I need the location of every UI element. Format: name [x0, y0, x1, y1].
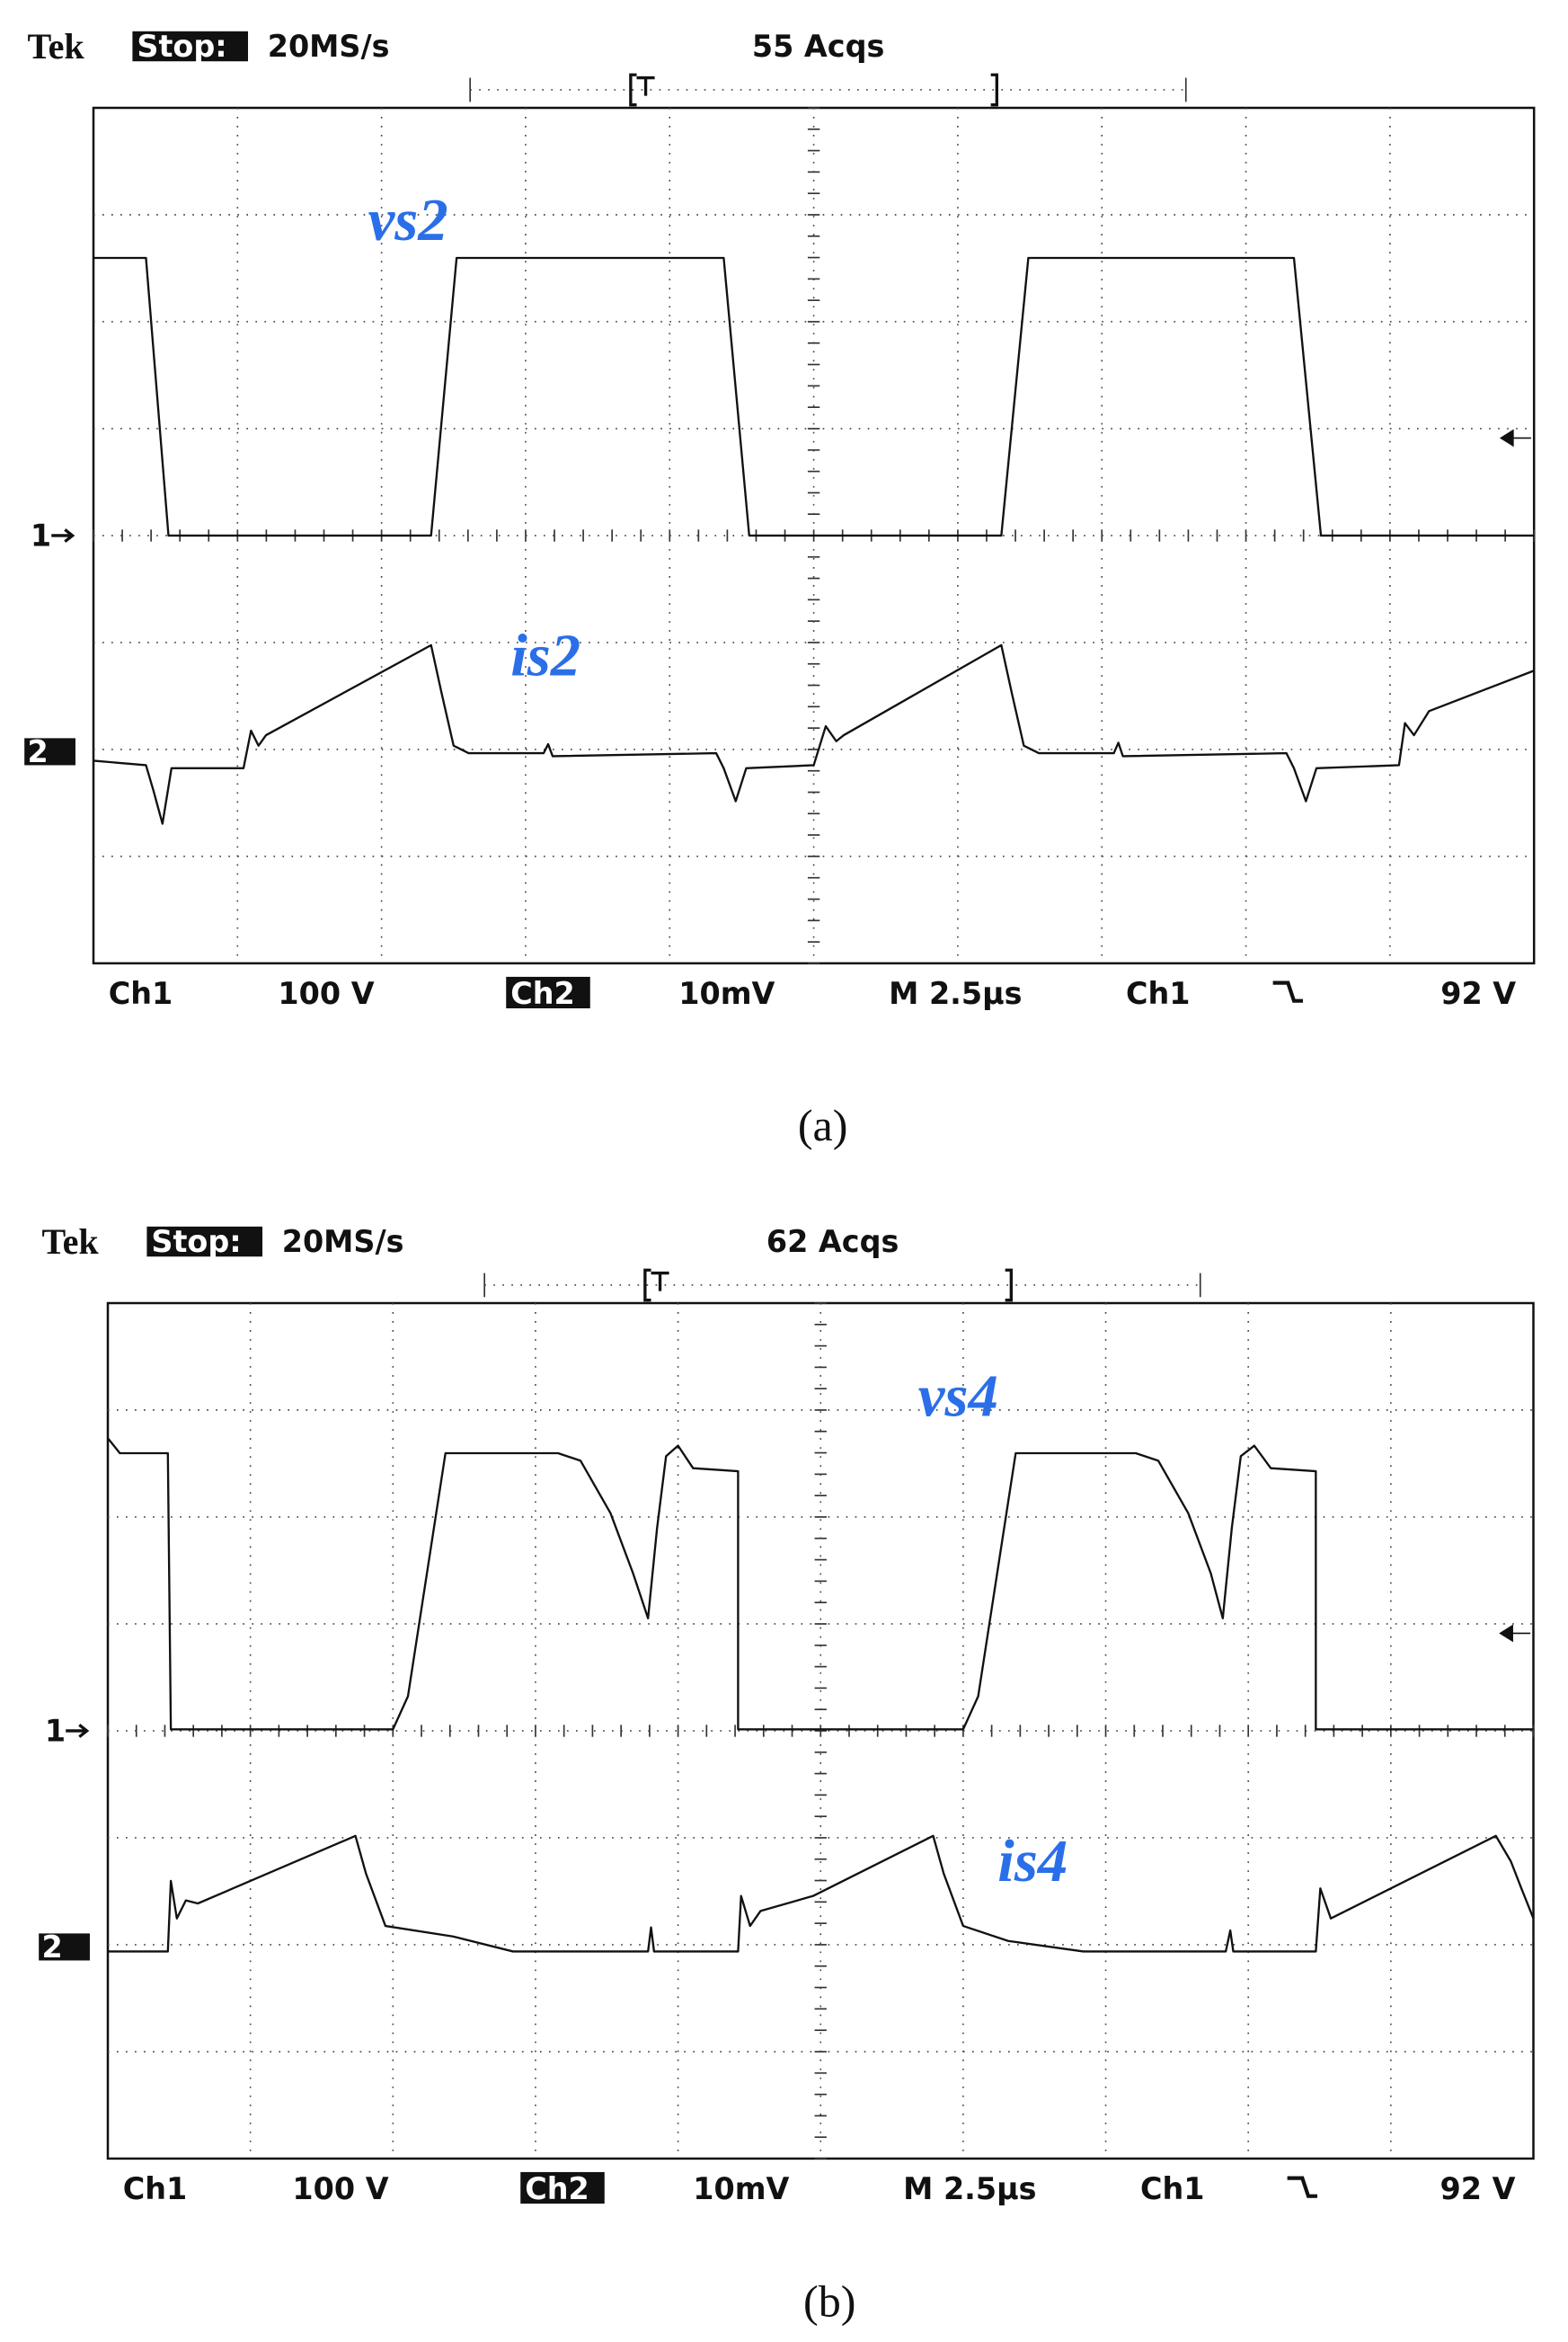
footer-ch2-box [520, 2171, 605, 2204]
slope-icon [1272, 980, 1304, 1003]
status-box [132, 31, 249, 62]
trigger-window [629, 73, 999, 107]
footer-trigger-level: 92 V [1440, 976, 1516, 1011]
ch1-marker: 1 [45, 1714, 66, 1749]
slope-icon [1287, 2176, 1318, 2198]
trace-label: is4 [997, 1828, 1067, 1894]
status: Stop: [137, 29, 226, 64]
trace-label: is2 [510, 622, 580, 688]
sample-rate: 20MS/s [268, 29, 390, 64]
ch1-marker: 1 [31, 519, 51, 554]
ch1-arrow [66, 1723, 90, 1738]
caption: (b) [803, 2275, 855, 2326]
acquisitions: 55 Acqs [752, 29, 885, 64]
panel-a: Tek Stop: 20MS/s 55 Acqs 1 2 vs2 is2 Ch1 100 V Ch2… [24, 26, 1536, 1150]
trigger-arrow [1499, 1624, 1531, 1643]
footer-ch2-scale: 10mV [678, 976, 775, 1011]
status-box [146, 1226, 263, 1257]
footer-ch1-scale: 100 V [292, 2171, 388, 2206]
ch1-arrow [51, 528, 75, 543]
footer-ch2-box [506, 976, 590, 1008]
footer-ch1-scale: 100 V [278, 976, 374, 1011]
trigger-window [643, 1268, 1014, 1302]
ch2-marker-box [39, 1933, 90, 1961]
brand: Tek [42, 1221, 100, 1262]
footer-ch1: Ch1 [123, 2171, 188, 2206]
panel-b: Tek Stop: 20MS/s 62 Acqs 1 2 vs4 is4 Ch1 100 V Ch2… [39, 1221, 1535, 2326]
ch2-marker: 2 [28, 734, 49, 769]
footer-trigger-source: Ch1 [1126, 976, 1191, 1011]
trigger-arrow [1499, 429, 1531, 448]
footer-ch2-scale: 10mV [693, 2171, 789, 2206]
is4-trace [108, 1834, 1535, 1953]
ch2-marker: 2 [42, 1929, 63, 1965]
sample-rate: 20MS/s [282, 1224, 404, 1259]
footer-timebase: M 2.5µs [889, 976, 1022, 1011]
footer-ch2: Ch2 [525, 2171, 589, 2206]
footer-timebase: M 2.5µs [903, 2171, 1036, 2206]
vs2-trace [93, 256, 1535, 537]
is2-trace [93, 643, 1535, 825]
footer-ch1: Ch1 [109, 976, 173, 1011]
footer-trigger-level: 92 V [1440, 2171, 1516, 2206]
acquisitions: 62 Acqs [766, 1224, 899, 1259]
trace-label: vs4 [918, 1362, 998, 1429]
caption: (a) [798, 1100, 848, 1150]
trace-label: vs2 [368, 187, 448, 253]
status: Stop: [151, 1224, 241, 1259]
footer-ch2: Ch2 [510, 976, 575, 1011]
brand: Tek [28, 26, 85, 67]
footer-trigger-source: Ch1 [1140, 2171, 1205, 2206]
ch2-marker-box [24, 738, 75, 766]
vs4-trace [107, 1437, 1534, 1731]
